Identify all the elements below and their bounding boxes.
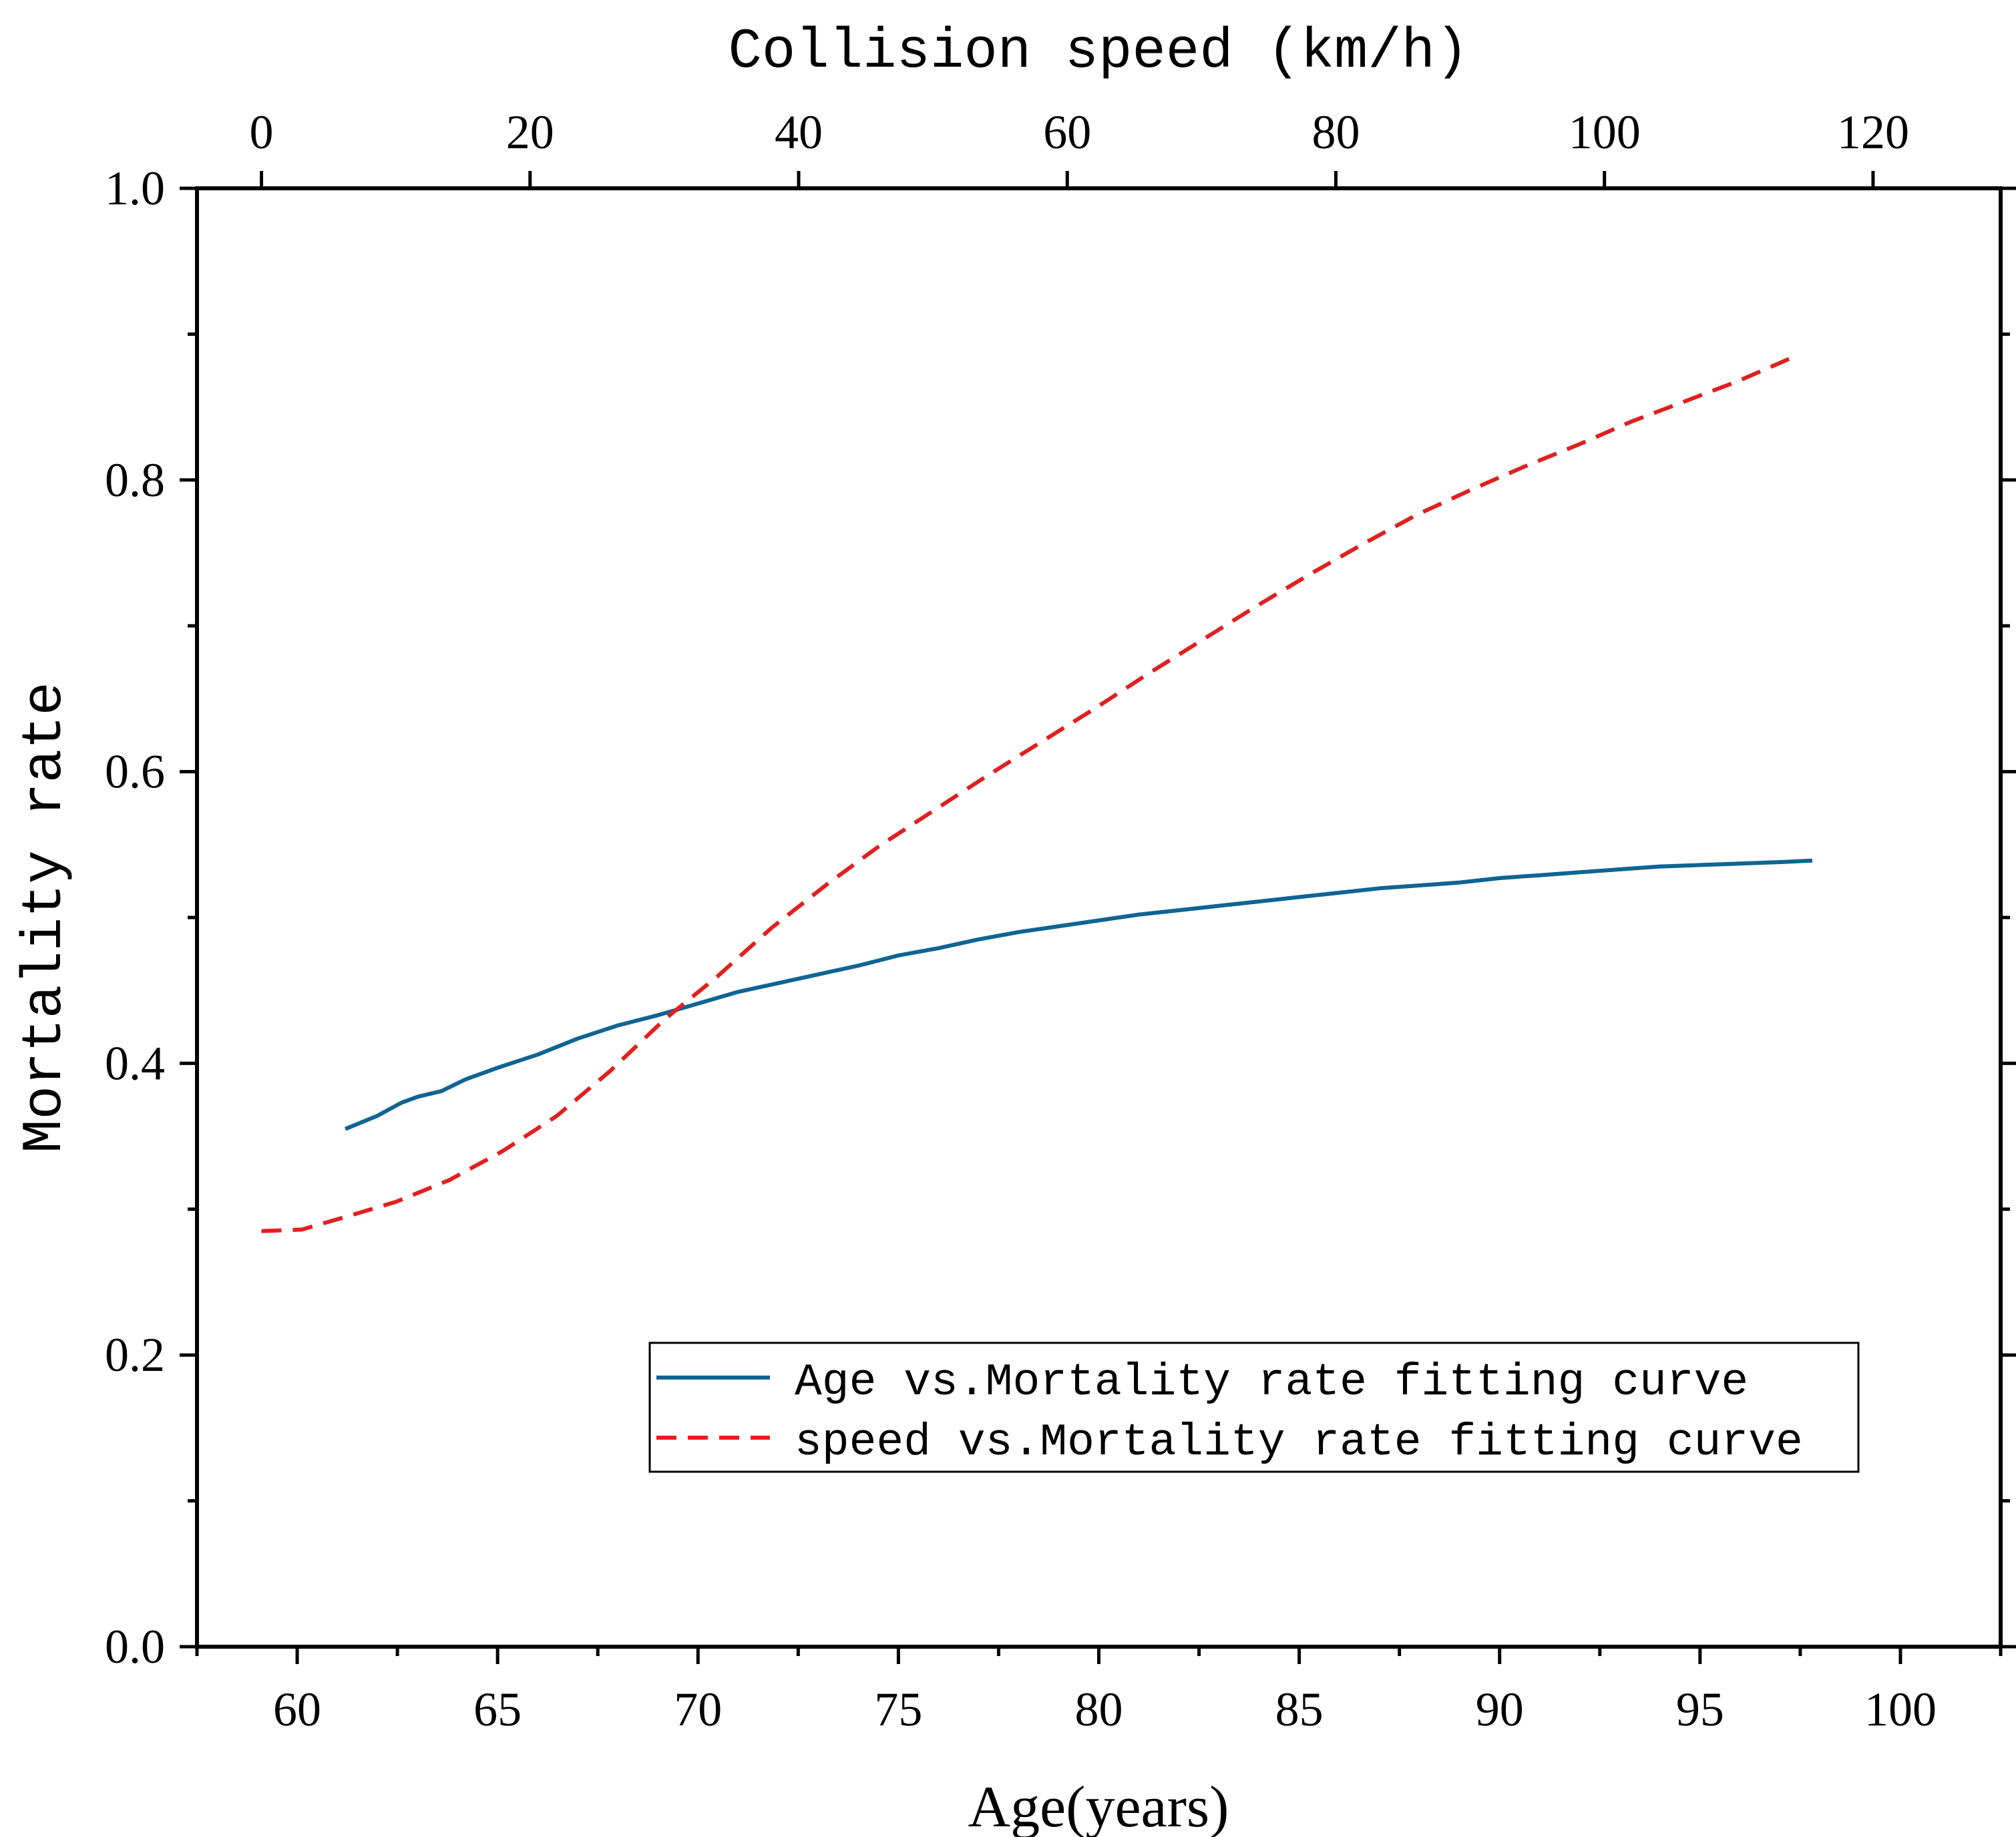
tick-labels: 60 65 70 75 80 85 90 95 100 0 20 40 60 80 100 120 0.0 0.2… [105,106,1937,1736]
x-tick-label: 95 [1676,1683,1724,1736]
y-axis-title: Mortality rate [14,682,77,1153]
x-tick-label: 75 [874,1683,922,1736]
x-tick-label: 100 [1864,1683,1937,1736]
y-tick-label: 0.6 [105,745,165,799]
legend: Age vs.Mortality rate fitting curve spee… [648,1342,1860,1473]
y-tick-label: 1.0 [105,162,165,215]
x2-axis-title: Collision speed (km/h) [729,21,1469,84]
x-tick-label: 90 [1476,1683,1524,1736]
legend-box [648,1342,1860,1473]
x2-tick-label: 40 [775,106,823,159]
x2-tick-label: 20 [506,106,554,159]
series-layer [261,355,1813,1233]
legend-label-age: Age vs.Mortality rate fitting curve [795,1357,1748,1408]
x-tick-label: 60 [273,1683,321,1736]
x2-tick-label: 120 [1837,106,1909,159]
y-tick-label: 0.8 [105,453,165,507]
y-tick-label: 0.0 [105,1620,165,1673]
x2-tick-label: 0 [250,106,274,159]
y-tick-label: 0.4 [105,1036,165,1090]
series-speed-line [261,355,1794,1233]
x-tick-label: 65 [473,1683,522,1736]
x2-tick-label: 100 [1569,106,1641,159]
legend-label-speed: speed vs.Mortality rate fitting curve [795,1417,1803,1468]
series-age-line [344,858,1813,1131]
ticks-layer [180,171,2016,1664]
x-tick-label: 70 [674,1683,722,1736]
x-tick-label: 85 [1275,1683,1324,1736]
x2-tick-label: 60 [1043,106,1091,159]
x-axis-title: Age(years) [968,1775,1229,1837]
x-tick-label: 80 [1075,1683,1123,1736]
y-tick-label: 0.2 [105,1328,165,1382]
x2-tick-label: 80 [1312,106,1360,159]
